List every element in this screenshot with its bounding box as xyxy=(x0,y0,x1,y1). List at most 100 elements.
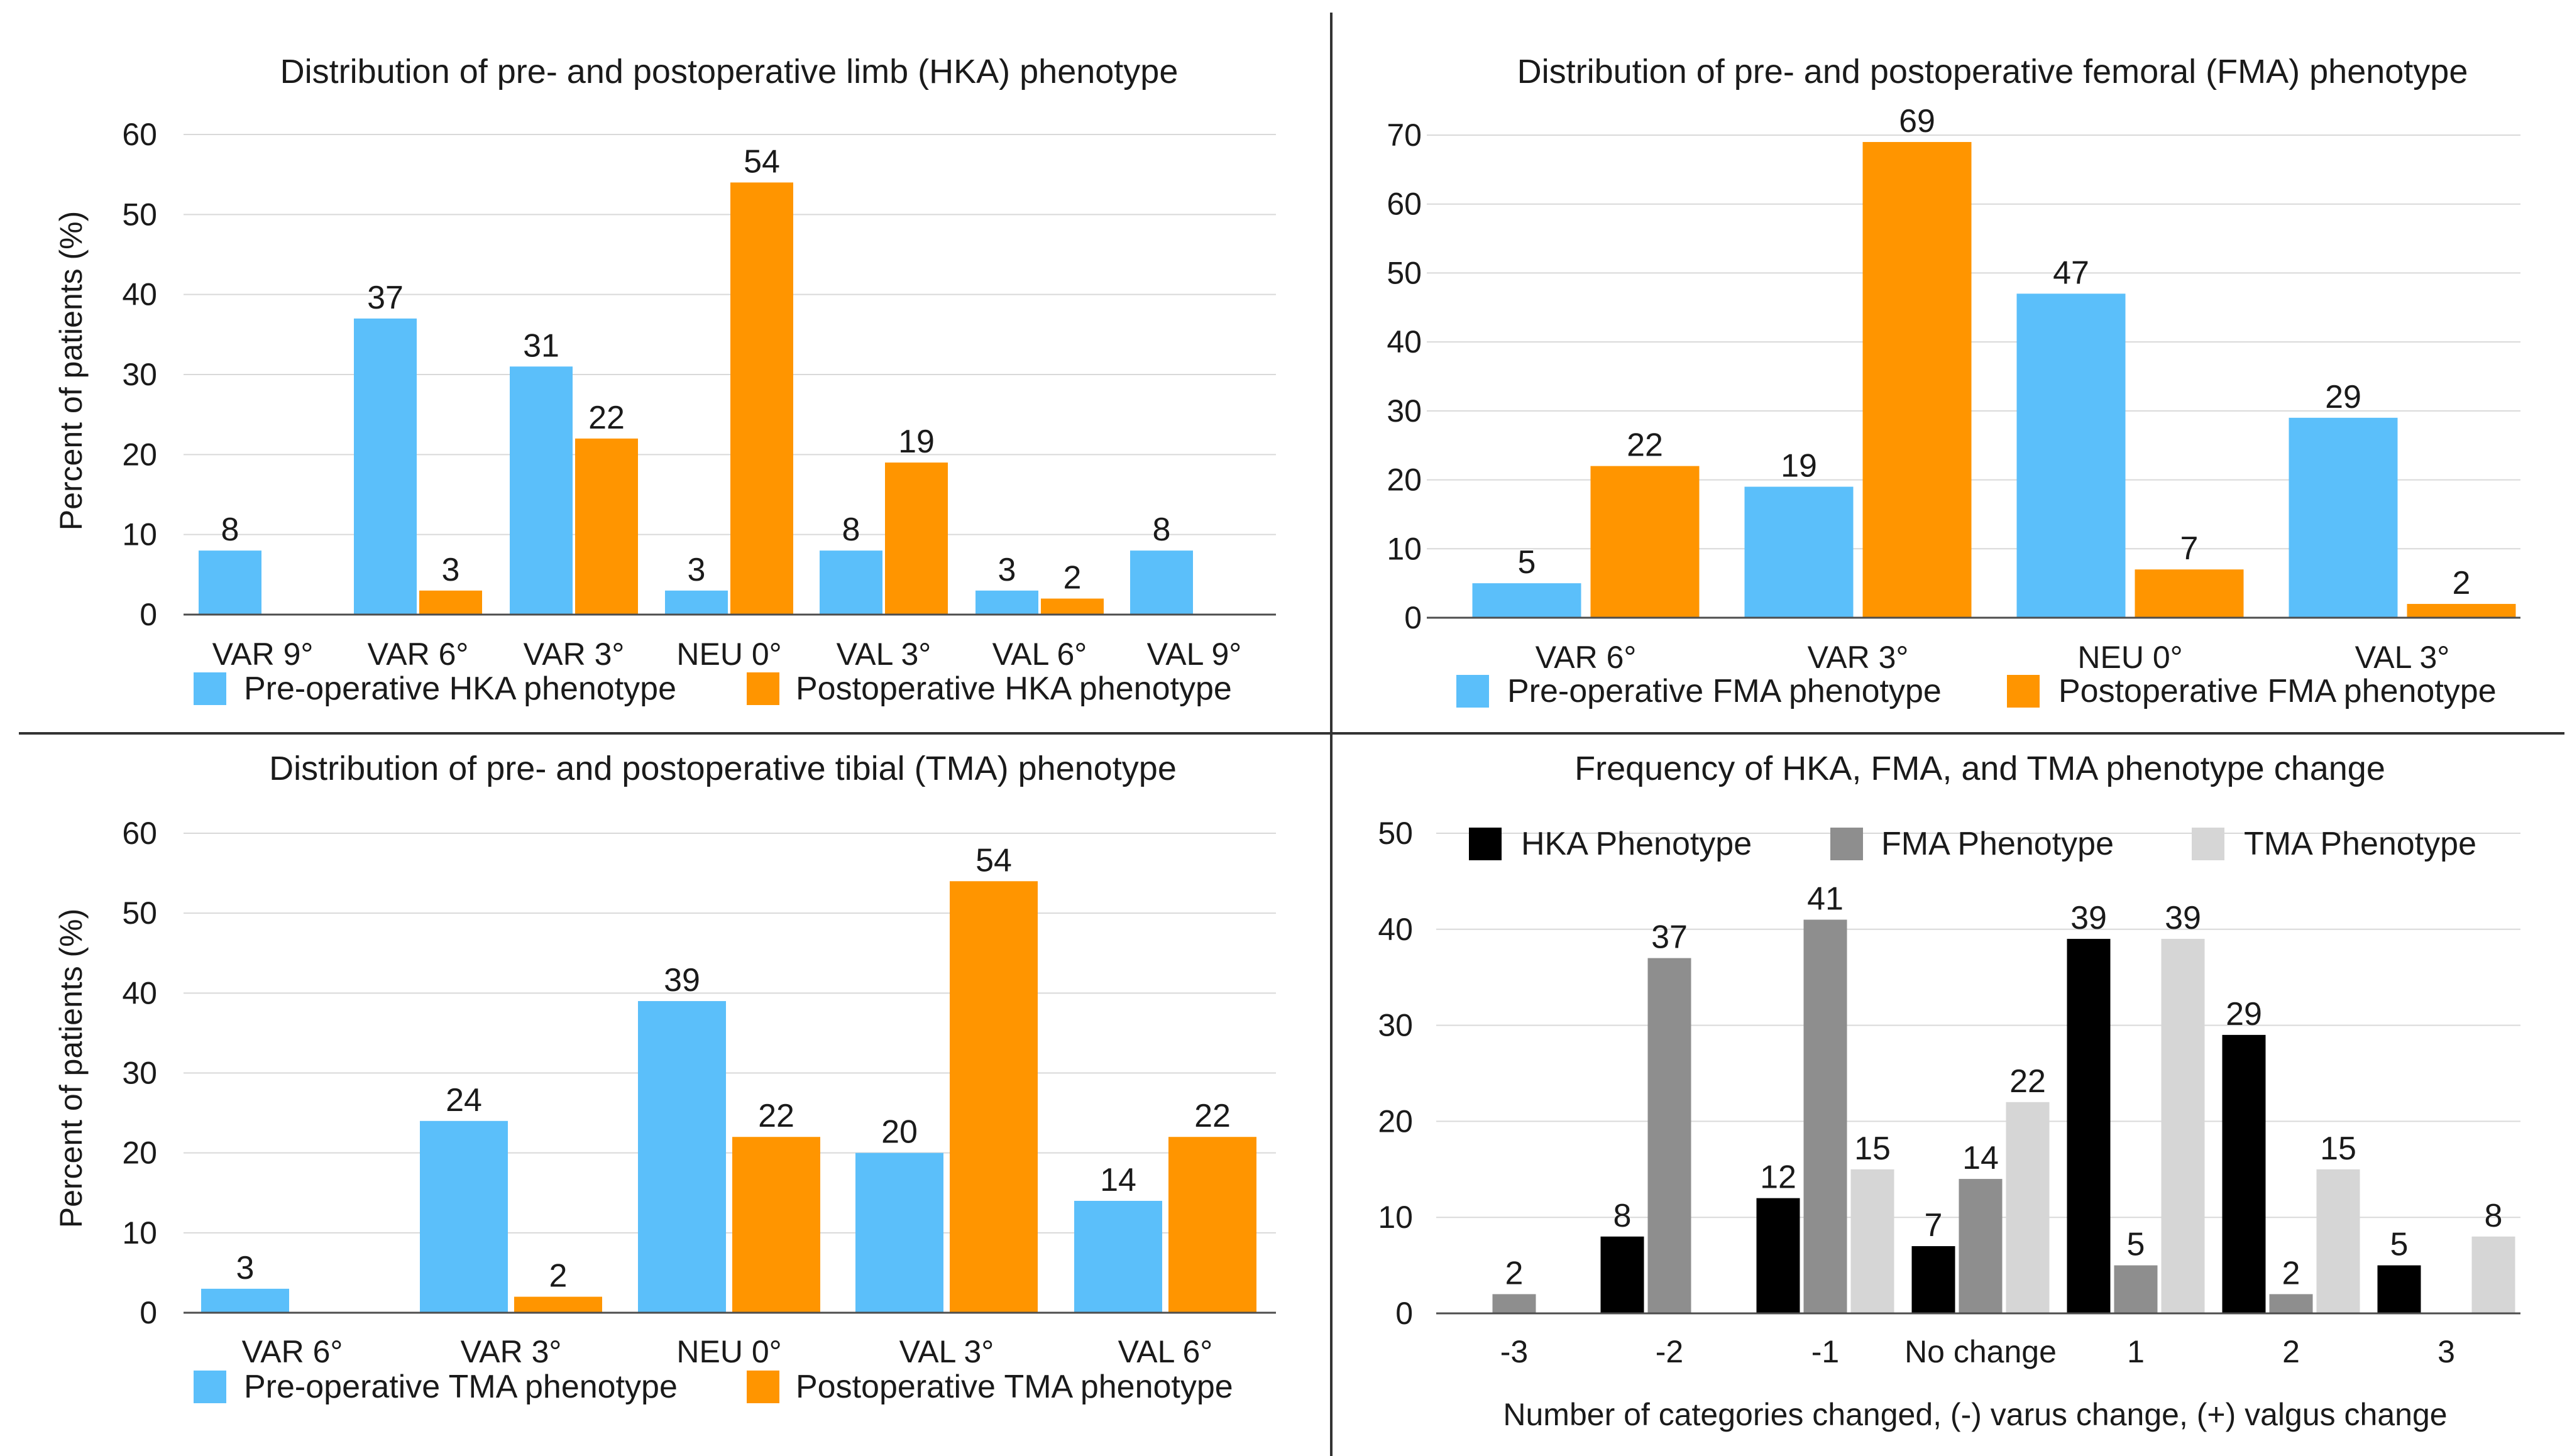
legend-label: Pre-operative FMA phenotype xyxy=(1507,673,1942,709)
legend-swatch xyxy=(1830,828,1863,860)
data-label: 3 xyxy=(236,1250,255,1286)
data-label: 15 xyxy=(2320,1130,2356,1167)
x-tick-label: 2 xyxy=(2282,1334,2300,1369)
x-tick-label: VAL 6° xyxy=(1118,1334,1213,1369)
data-label: 22 xyxy=(588,400,625,436)
bar-2-5 xyxy=(2114,1265,2158,1313)
data-label: 19 xyxy=(1781,448,1817,484)
data-label: 3 xyxy=(442,552,460,588)
chart-panel-2: Distribution of pre- and postoperative f… xyxy=(1387,53,2520,709)
y-tick-label: 50 xyxy=(122,895,157,931)
legend-swatch xyxy=(747,672,779,705)
legend: Pre-operative HKA phenotype Postoperative… xyxy=(194,671,1232,707)
data-label: 37 xyxy=(1651,919,1688,956)
bar-2-4 xyxy=(950,881,1038,1313)
chart-panel-3: Distribution of pre- and postoperative t… xyxy=(53,750,1276,1405)
bar-1-2 xyxy=(1744,486,1854,618)
x-tick-label: 1 xyxy=(2127,1334,2145,1369)
chart-title: Distribution of pre- and postoperative f… xyxy=(1517,53,2468,90)
data-label: 7 xyxy=(1925,1207,1943,1244)
data-label: 69 xyxy=(1899,103,1935,140)
bar-2-4 xyxy=(1959,1179,2003,1313)
bar-1-6 xyxy=(2222,1034,2266,1313)
y-tick-label: 10 xyxy=(1387,531,1422,566)
bar-1-2 xyxy=(354,318,417,615)
data-label: 14 xyxy=(1962,1140,1999,1176)
bar-1-3 xyxy=(1756,1198,1800,1313)
bar-1-7 xyxy=(1130,550,1193,615)
y-tick-label: 0 xyxy=(1395,1296,1413,1331)
legend-label: HKA Phenotype xyxy=(1521,826,1752,862)
data-label: 47 xyxy=(2053,255,2089,291)
data-label: 37 xyxy=(367,280,404,316)
legend-swatch xyxy=(2192,828,2224,860)
legend-swatch xyxy=(194,1371,226,1403)
bar-2-6 xyxy=(1041,598,1104,615)
bar-3-7 xyxy=(2471,1236,2515,1313)
chart-title: Distribution of pre- and postoperative l… xyxy=(280,53,1179,90)
bar-2-4 xyxy=(2407,604,2516,618)
y-tick-label: 10 xyxy=(1378,1200,1413,1235)
x-tick-label: NEU 0° xyxy=(676,637,781,672)
x-tick-label: VAL 9° xyxy=(1147,637,1242,672)
data-label: 20 xyxy=(881,1114,918,1151)
bar-2-2 xyxy=(419,590,482,615)
data-label: 29 xyxy=(2325,379,2361,415)
y-tick-label: 60 xyxy=(1387,187,1422,222)
data-label: 8 xyxy=(1153,512,1171,548)
data-label: 8 xyxy=(842,512,860,548)
data-label: 8 xyxy=(221,512,239,548)
y-axis-label: Percent of patients (%) xyxy=(53,909,89,1229)
bar-2-4 xyxy=(730,182,793,615)
data-label: 54 xyxy=(975,842,1012,879)
data-label: 2 xyxy=(1505,1255,1524,1291)
bar-1-4 xyxy=(855,1152,943,1313)
bar-2-1 xyxy=(1590,466,1700,618)
bar-1-4 xyxy=(1911,1246,1955,1313)
legend-swatch xyxy=(1456,675,1489,708)
y-tick-label: 50 xyxy=(1387,255,1422,290)
data-label: 3 xyxy=(998,552,1016,588)
data-label: 22 xyxy=(758,1098,794,1134)
y-tick-label: 60 xyxy=(122,117,157,152)
data-label: 41 xyxy=(1807,881,1844,917)
data-label: 7 xyxy=(2180,530,2199,567)
data-label: 22 xyxy=(2009,1063,2046,1100)
data-label: 29 xyxy=(2226,996,2262,1032)
legend: HKA Phenotype FMA Phenotype TMA Phenotype xyxy=(1469,826,2476,862)
y-tick-label: 30 xyxy=(122,1056,157,1091)
bar-2-5 xyxy=(1168,1137,1256,1313)
bar-1-3 xyxy=(510,366,573,615)
y-tick-label: 0 xyxy=(140,597,157,632)
data-label: 2 xyxy=(1063,560,1082,596)
data-label: 5 xyxy=(2390,1227,2409,1263)
bar-3-3 xyxy=(1850,1169,1894,1313)
bar-2-3 xyxy=(732,1137,820,1313)
bar-1-7 xyxy=(2377,1265,2421,1313)
x-tick-label: VAL 3° xyxy=(899,1334,994,1369)
y-axis-label: Percent of patients (%) xyxy=(53,211,89,531)
legend: Pre-operative FMA phenotype Postoperative… xyxy=(1456,673,2497,709)
y-tick-label: 40 xyxy=(122,975,157,1010)
data-label: 31 xyxy=(523,327,559,364)
data-label: 54 xyxy=(744,143,780,180)
x-tick-label: VAR 6° xyxy=(1536,640,1637,675)
bar-1-1 xyxy=(199,550,261,615)
x-tick-label: VAR 6° xyxy=(368,637,469,672)
y-tick-label: 50 xyxy=(122,197,157,232)
x-tick-label: VAL 3° xyxy=(837,637,932,672)
y-tick-label: 70 xyxy=(1387,118,1422,153)
y-tick-label: 10 xyxy=(122,1215,157,1251)
legend-swatch xyxy=(747,1371,779,1403)
legend-label: Postoperative TMA phenotype xyxy=(796,1369,1233,1405)
data-label: 39 xyxy=(664,962,700,999)
x-tick-label: 3 xyxy=(2437,1334,2455,1369)
y-tick-label: 30 xyxy=(1387,393,1422,429)
x-tick-label: VAL 3° xyxy=(2355,640,2450,675)
chart-title: Distribution of pre- and postoperative t… xyxy=(269,750,1177,787)
chart-panel-4: Frequency of HKA, FMA, and TMA phenotype… xyxy=(1378,750,2520,1432)
y-tick-label: 30 xyxy=(122,357,157,392)
data-label: 5 xyxy=(1518,544,1536,581)
y-tick-label: 40 xyxy=(1387,324,1422,359)
